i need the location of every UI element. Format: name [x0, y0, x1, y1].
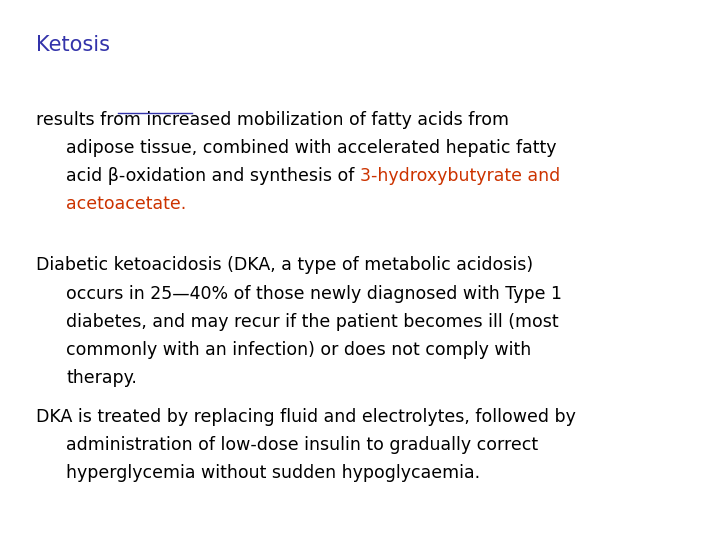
Text: results from increased mobilization of fatty acids from: results from increased mobilization of f… [36, 111, 509, 129]
Text: therapy.: therapy. [66, 369, 137, 387]
Text: administration of low-dose insulin to gradually correct: administration of low-dose insulin to gr… [66, 436, 539, 454]
Text: diabetes, and may recur if the patient becomes ill (most: diabetes, and may recur if the patient b… [66, 313, 559, 330]
Text: commonly with an infection) or does not comply with: commonly with an infection) or does not … [66, 341, 531, 359]
Text: hyperglycemia without sudden hypoglycaemia.: hyperglycemia without sudden hypoglycaem… [66, 464, 480, 482]
Text: Ketosis: Ketosis [36, 35, 110, 55]
Text: adipose tissue, combined with accelerated hepatic fatty: adipose tissue, combined with accelerate… [66, 139, 557, 157]
Text: acid β-oxidation and synthesis of: acid β-oxidation and synthesis of [66, 167, 360, 185]
Text: DKA is treated by replacing fluid and electrolytes, followed by: DKA is treated by replacing fluid and el… [36, 408, 576, 426]
Text: 3-hydroxybutyrate and: 3-hydroxybutyrate and [360, 167, 560, 185]
Text: acetoacetate.: acetoacetate. [66, 195, 186, 213]
Text: Diabetic ketoacidosis (DKA, a type of metabolic acidosis): Diabetic ketoacidosis (DKA, a type of me… [36, 256, 533, 274]
Text: occurs in 25—40% of those newly diagnosed with Type 1: occurs in 25—40% of those newly diagnose… [66, 285, 562, 302]
